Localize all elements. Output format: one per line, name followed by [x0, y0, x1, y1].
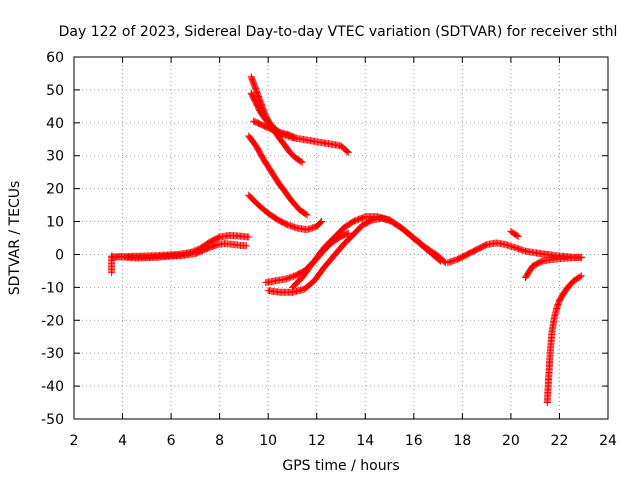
series-pass-n — [543, 272, 585, 406]
y-tick-label: 60 — [46, 50, 64, 66]
x-tick-label: 4 — [118, 433, 127, 449]
x-tick-label: 10 — [259, 433, 277, 449]
y-tick-label: -40 — [41, 379, 64, 395]
data-point — [576, 273, 584, 281]
data-point — [344, 148, 352, 156]
y-tick-label: 40 — [46, 116, 64, 132]
y-axis-title: SDTVAR / TECUs — [7, 181, 23, 296]
data-point — [298, 158, 306, 166]
y-tick-label: 10 — [46, 215, 64, 231]
y-tick-label: -30 — [41, 346, 64, 362]
data-point — [435, 256, 443, 264]
x-tick-label: 20 — [502, 433, 520, 449]
x-axis-title: GPS time / hours — [282, 458, 399, 474]
y-tick-labels: -50 -40 -30 -20 -10 0 10 20 30 40 50 60 — [41, 50, 64, 428]
data-point — [514, 232, 522, 240]
x-tick-labels: 2 4 6 8 10 12 14 16 18 20 22 24 — [70, 433, 617, 449]
series-pass-k — [444, 239, 585, 267]
y-tick-label: 0 — [55, 247, 64, 263]
y-tick-label: -20 — [41, 313, 64, 329]
y-tick-label: -10 — [41, 280, 64, 296]
series-pass-m — [522, 253, 585, 281]
x-tick-label: 18 — [453, 433, 471, 449]
chart-title: Day 122 of 2023, Sidereal Day-to-day VTE… — [59, 24, 618, 40]
data-marks — [108, 73, 585, 406]
x-tick-label: 6 — [167, 433, 176, 449]
data-point — [317, 219, 325, 226]
x-tick-label: 16 — [405, 433, 423, 449]
data-point — [245, 233, 253, 241]
plot-frame — [73, 56, 609, 420]
series-pass-l — [507, 227, 522, 240]
x-tick-label: 24 — [599, 433, 617, 449]
data-point — [344, 229, 352, 237]
data-point — [302, 210, 310, 218]
series-pass-i — [264, 214, 444, 296]
data-point — [577, 272, 585, 280]
series-pass-j — [289, 229, 352, 291]
series-pass-g — [245, 191, 326, 234]
series-pass-f — [245, 132, 311, 219]
y-tick-label: -50 — [41, 412, 64, 428]
y-tick-label: 30 — [46, 149, 64, 165]
data-point — [343, 148, 351, 155]
series-pass-d — [250, 117, 352, 156]
data-point — [303, 211, 311, 219]
y-tick-label: 20 — [46, 182, 64, 198]
data-point — [297, 158, 305, 165]
x-tick-label: 8 — [215, 433, 224, 449]
x-tick-label: 2 — [70, 433, 79, 449]
data-point — [437, 257, 444, 265]
data-point — [577, 253, 585, 261]
x-tick-label: 22 — [551, 433, 569, 449]
x-tick-label: 14 — [356, 433, 374, 449]
data-point — [513, 232, 521, 239]
series-pass-b — [116, 231, 253, 261]
data-point — [242, 242, 250, 250]
y-tick-label: 50 — [46, 83, 64, 99]
x-tick-label: 12 — [308, 433, 326, 449]
data-point — [318, 218, 326, 225]
series-pass-e — [247, 89, 306, 166]
